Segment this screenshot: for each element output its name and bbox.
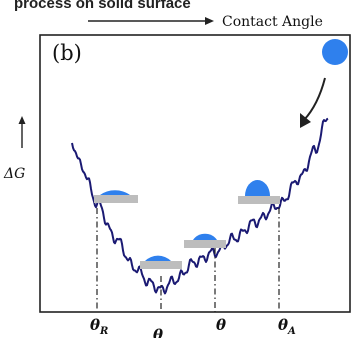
substrate-plate (94, 195, 138, 203)
theta-a-label: θA (278, 316, 296, 337)
falling-droplet (322, 39, 348, 65)
contact-angle-label: Contact Angle (222, 14, 323, 30)
substrate-plate (184, 240, 226, 248)
theta-m-label: θm (153, 326, 174, 338)
substrate-plate (238, 196, 280, 204)
droplet-shape (193, 233, 217, 240)
panel-frame (39, 34, 351, 313)
droplet-shape (100, 190, 130, 195)
clipped-header-text: process on solid surface (14, 0, 191, 12)
droplet-receding (94, 190, 138, 203)
curved-arrow-line (303, 77, 326, 121)
theta-r-label: θR (90, 316, 108, 337)
droplet-advancing (238, 180, 280, 204)
contact-angle-arrow-head (205, 17, 214, 25)
curved-arrow-head (300, 113, 311, 128)
free-energy-curve (71, 117, 329, 295)
droplet-shape (145, 255, 171, 261)
droplet-shape (245, 180, 270, 196)
droplet-minimum (140, 255, 182, 269)
panel-label: (b) (52, 41, 82, 65)
substrate-plate (140, 261, 182, 269)
y-axis-label: ΔG (3, 166, 25, 182)
droplet-intermediate (184, 233, 226, 248)
theta-label: θ (216, 316, 226, 334)
y-axis-arrow-head (18, 116, 26, 124)
